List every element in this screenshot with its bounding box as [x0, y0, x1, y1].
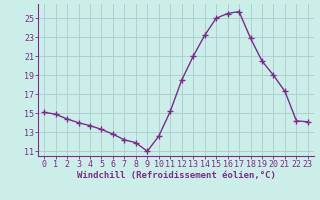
X-axis label: Windchill (Refroidissement éolien,°C): Windchill (Refroidissement éolien,°C)	[76, 171, 276, 180]
